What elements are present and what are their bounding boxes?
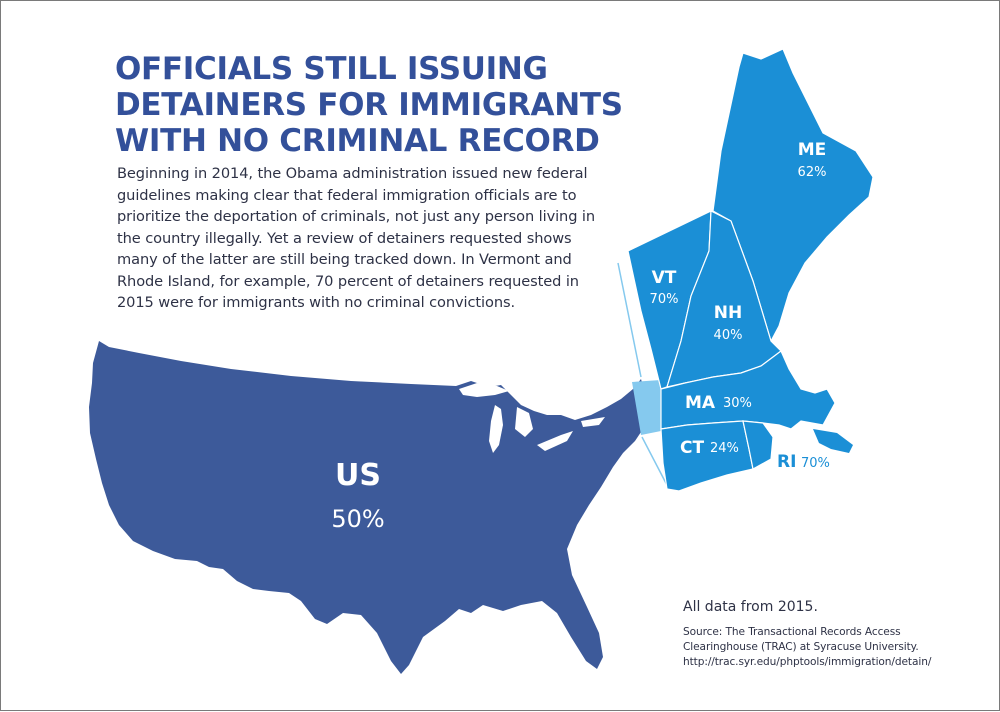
great-lakes-erie (537, 431, 573, 451)
source-line: Source: The Transactional Records Access (683, 626, 901, 638)
infographic-title: OFFICIALS STILL ISSUING DETAINERS FOR IM… (115, 51, 623, 159)
great-lakes-superior (459, 383, 509, 397)
body-line: guidelines making clear that federal imm… (117, 186, 577, 204)
vt-label-abbr: VT (652, 268, 677, 288)
new-york-sliver-shape (632, 380, 661, 435)
title-line: OFFICIALS STILL ISSUING (115, 51, 548, 87)
footnote: All data from 2015. Source: The Transact… (683, 599, 983, 670)
ma-label-group: MA 30% (685, 393, 752, 413)
body-line: 2015 were for immigrants with no crimina… (117, 294, 516, 311)
ct-label-abbr: CT (680, 438, 704, 458)
ri-label-group: RI 70% (777, 452, 830, 472)
me-label-pct: 62% (798, 165, 827, 180)
body-line: many of the latter are still being track… (117, 251, 572, 268)
ct-label-pct: 24% (710, 441, 739, 456)
great-lakes-huron (515, 407, 533, 437)
us-map-shape (89, 341, 645, 674)
title-line: DETAINERS FOR IMMIGRANTS (115, 87, 623, 123)
us-label-group: US 50% (331, 458, 384, 533)
body-line: the country illegally. Yet a review of d… (117, 229, 572, 247)
ma-label-pct: 30% (723, 396, 752, 411)
inset-connector-line-bottom (641, 436, 670, 490)
nh-label-abbr: NH (714, 303, 742, 323)
nh-label-pct: 40% (714, 328, 743, 343)
state-ri-shape (742, 420, 774, 470)
us-label-pct: 50% (331, 505, 384, 533)
ct-label-group: CT 24% (680, 438, 739, 458)
me-label-abbr: ME (798, 140, 827, 160)
state-ct-shape (660, 420, 754, 492)
vt-label-group: VT 70% (650, 268, 679, 307)
cape-cod-shape (813, 429, 853, 453)
nh-label-group: NH 40% (714, 303, 743, 343)
me-label-group: ME 62% (798, 140, 827, 180)
source-line: Clearinghouse (TRAC) at Syracuse Univers… (683, 641, 919, 653)
great-lakes-ontario (581, 417, 605, 427)
title-line: WITH NO CRIMINAL RECORD (115, 123, 600, 159)
intro-paragraph: Beginning in 2014, the Obama administrat… (117, 163, 627, 314)
body-line: prioritize the deportation of criminals,… (117, 208, 596, 225)
inset-connector-line-top (617, 262, 642, 378)
vt-label-pct: 70% (650, 292, 679, 307)
ri-label-abbr: RI (777, 452, 796, 472)
data-year-note: All data from 2015. (683, 599, 818, 615)
us-label-abbr: US (335, 458, 381, 493)
body-line: Beginning in 2014, the Obama administrat… (117, 165, 588, 182)
source-url[interactable]: http://trac.syr.edu/phptools/immigration… (683, 656, 932, 668)
body-line: Rhode Island, for example, 70 percent of… (117, 272, 579, 290)
great-lakes-michigan (489, 405, 503, 453)
ma-label-abbr: MA (685, 393, 716, 413)
source-citation: Source: The Transactional Records Access… (683, 625, 983, 670)
ri-label-pct: 70% (801, 456, 830, 471)
